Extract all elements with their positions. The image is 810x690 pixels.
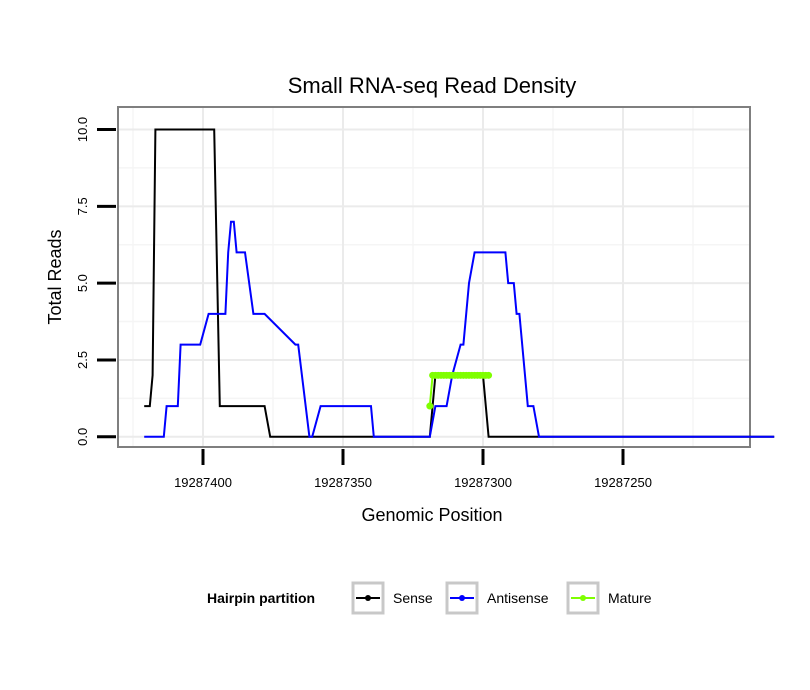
legend-item-antisense: Antisense (445, 581, 549, 615)
legend-item-mature: Mature (566, 581, 652, 615)
panel-border (117, 106, 751, 448)
data-point-mature (426, 402, 434, 410)
y-axis: 0.0 2.5 5.0 7.5 10.0 (75, 117, 116, 446)
x-tick-label: 19287250 (594, 475, 652, 490)
series-line-mature (428, 374, 489, 407)
legend-key-dot-antisense (459, 595, 465, 601)
x-axis-title: Genomic Position (361, 505, 502, 525)
legend-key-dot-mature (580, 595, 586, 601)
legend-title: Hairpin partition (207, 590, 315, 606)
y-tick-label: 7.5 (75, 197, 90, 215)
y-tick-label: 0.0 (75, 428, 90, 446)
data-point-mature (485, 371, 493, 379)
y-tick-label: 5.0 (75, 274, 90, 292)
legend-label-antisense: Antisense (487, 590, 549, 606)
legend-label-mature: Mature (608, 590, 652, 606)
y-tick-label: 2.5 (75, 351, 90, 369)
legend-label-sense: Sense (393, 590, 433, 606)
y-axis-title: Total Reads (45, 229, 65, 324)
legend-item-sense: Sense (351, 581, 433, 615)
series-line-antisense (144, 220, 775, 438)
legend: Hairpin partition Sense Antisense Mature (207, 581, 652, 615)
x-tick-label: 19287350 (314, 475, 372, 490)
chart-title: Small RNA-seq Read Density (288, 73, 577, 98)
y-tick-label: 10.0 (75, 117, 90, 142)
x-axis: 19287400 19287350 19287300 19287250 (174, 449, 652, 490)
x-tick-label: 19287400 (174, 475, 232, 490)
x-tick-label: 19287300 (454, 475, 512, 490)
series-layer (144, 128, 775, 438)
legend-key-dot-sense (365, 595, 371, 601)
